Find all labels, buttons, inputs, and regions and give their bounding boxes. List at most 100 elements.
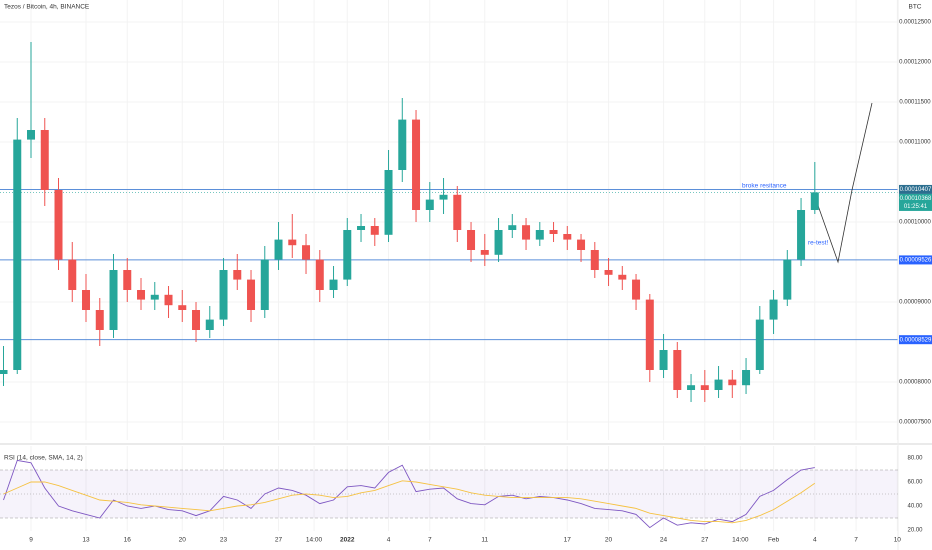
candle-body <box>742 370 751 386</box>
candle-body <box>467 230 476 250</box>
candle-body <box>687 385 696 390</box>
candle-body <box>755 319 764 370</box>
candle-body <box>563 234 572 240</box>
candle-body <box>82 290 91 310</box>
y-tick-label: 0.00008000 <box>899 380 931 386</box>
candle-body <box>439 194 448 200</box>
candle-body <box>302 245 311 260</box>
y-tick-label: 60.00 <box>907 480 923 486</box>
candle-body <box>714 379 723 390</box>
y-tick-label: 0.00009000 <box>899 300 931 306</box>
x-tick-label: 7 <box>854 537 858 544</box>
x-tick-label: 9 <box>29 537 33 544</box>
x-tick-label: 7 <box>428 537 432 544</box>
candle-body <box>40 130 49 190</box>
candle-body <box>192 310 201 330</box>
x-tick-label: 23 <box>220 537 228 544</box>
y-tick-label: 80.00 <box>907 456 923 462</box>
candle-body <box>219 270 228 320</box>
rsi-band <box>0 470 898 518</box>
x-tick-label: 16 <box>124 537 132 544</box>
candle-body <box>494 230 503 255</box>
candle-body <box>659 350 668 370</box>
candle-body <box>728 379 737 386</box>
candle-body <box>260 259 269 310</box>
projection-drawing <box>814 102 873 264</box>
y-tick-label: 0.00007500 <box>899 420 931 426</box>
price-label: 0.00008529 <box>900 337 932 343</box>
candle-body <box>549 230 558 234</box>
candle-body <box>315 259 324 290</box>
y-tick-label: 0.00010000 <box>899 220 931 226</box>
candle-body <box>645 299 654 370</box>
y-tick-label: 0.00011000 <box>899 140 931 146</box>
candle-body <box>398 119 407 170</box>
candle-body <box>618 274 627 280</box>
candle-body <box>233 270 242 280</box>
price-label: 0.00010407 <box>900 187 932 193</box>
candle-body <box>27 130 36 140</box>
annotation: broke resitance <box>742 183 787 190</box>
price-label: 0.00009526 <box>900 257 932 263</box>
x-tick-label: 24 <box>660 537 668 544</box>
y-tick-label: 40.00 <box>907 504 923 510</box>
countdown-label: 01:25:41 <box>904 204 928 210</box>
candle-body <box>810 192 819 210</box>
candle-body <box>535 230 544 240</box>
indicator-title: RSI (14, close, SMA, 14, 2) <box>4 455 83 462</box>
candle-body <box>412 119 421 210</box>
candle-body <box>109 270 118 330</box>
candle-body <box>68 259 77 290</box>
candle-body <box>673 350 682 390</box>
candle-body <box>274 239 283 260</box>
price-label-box <box>899 184 932 194</box>
x-tick-label: 27 <box>275 537 283 544</box>
y-unit: BTC <box>909 4 922 11</box>
candle-body <box>604 270 613 275</box>
y-tick-label: 0.00011500 <box>899 100 931 106</box>
candle-body <box>632 279 641 300</box>
x-tick-label: 11 <box>481 537 488 544</box>
x-tick-label: 14:00 <box>306 537 323 544</box>
candle-body <box>343 230 352 280</box>
price-label-box <box>899 255 932 265</box>
candle-body <box>783 259 792 300</box>
x-tick-label: 4 <box>387 537 391 544</box>
x-tick-label: 14:00 <box>732 537 749 544</box>
indicator-line <box>3 480 816 524</box>
candle-body <box>247 279 256 310</box>
candle-body <box>205 319 214 330</box>
candle-body <box>164 294 173 306</box>
price-label-box <box>899 335 932 345</box>
candle-body <box>480 250 489 255</box>
y-tick-label: 0.00012000 <box>899 60 931 66</box>
chart-title: Tezos / Bitcoin, 4h, BINANCE <box>4 4 90 11</box>
candle-body <box>178 305 187 310</box>
candle-body <box>370 226 379 235</box>
candle-body <box>357 226 366 230</box>
candle-body <box>54 190 63 260</box>
candle-body <box>137 290 146 300</box>
candle-body <box>590 250 599 270</box>
x-tick-label: 13 <box>82 537 90 544</box>
candle-body <box>95 310 104 330</box>
candle-body <box>0 370 8 374</box>
candle-body <box>769 299 778 320</box>
x-tick-label: 2022 <box>340 537 355 544</box>
candle-body <box>13 139 22 370</box>
candle-body <box>797 210 806 260</box>
candle-body <box>700 385 709 390</box>
candle-body <box>150 294 159 300</box>
candle-body <box>522 225 531 240</box>
x-tick-label: 10 <box>894 537 902 544</box>
candle-body <box>384 170 393 235</box>
candle-body <box>577 239 586 250</box>
candle-body <box>329 279 338 290</box>
last-price-label: 0.00010368 <box>900 196 932 202</box>
y-tick-label: 0.00012500 <box>899 20 931 26</box>
candle-body <box>288 239 297 246</box>
y-tick-label: 20.00 <box>907 528 923 534</box>
x-tick-label: 20 <box>605 537 613 544</box>
